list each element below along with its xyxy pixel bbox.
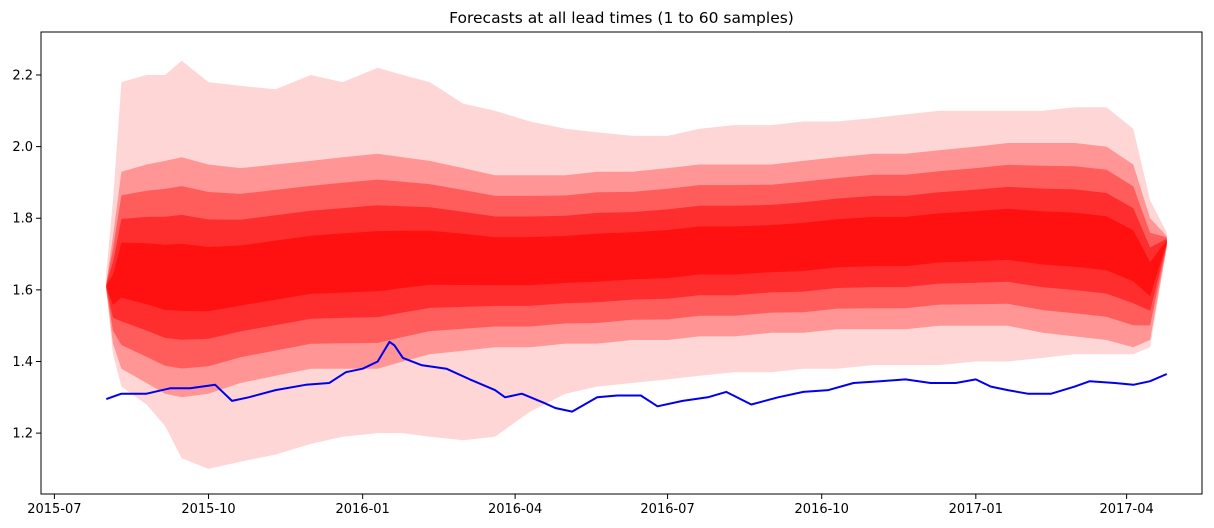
observed-series-layer <box>105 340 1168 413</box>
chart-title: Forecasts at all lead times (1 to 60 sam… <box>449 9 794 27</box>
forecast-core-band <box>106 208 1167 312</box>
axes-frame <box>40 31 1203 495</box>
y-tick-label: 2.2 <box>12 68 33 83</box>
y-tick-label: 1.2 <box>12 427 33 442</box>
x-axis: 2015-07 2015-10 2016-01 2016-04 2016-07 2016-… <box>27 494 1154 517</box>
x-tick-label: 2017-01 <box>949 502 1003 517</box>
x-tick-label: 2017-04 <box>1099 502 1153 517</box>
y-tick-label: 1.8 <box>12 212 33 227</box>
x-tick-label: 2015-10 <box>181 502 235 517</box>
y-tick-label: 1.6 <box>12 283 33 298</box>
x-tick-label: 2016-01 <box>335 502 389 517</box>
x-tick-label: 2016-04 <box>488 502 542 517</box>
x-tick-label: 2016-10 <box>795 502 849 517</box>
observed-line <box>105 340 1168 413</box>
y-tick-label: 2.0 <box>12 140 33 155</box>
x-tick-label: 2015-07 <box>27 502 81 517</box>
x-tick-label: 2016-07 <box>640 502 694 517</box>
plot-area <box>105 60 1168 469</box>
forecast-band-layer <box>106 60 1167 469</box>
y-tick-label: 1.4 <box>12 355 33 370</box>
y-axis: 1.2 1.4 1.6 1.8 2.0 2.2 <box>12 68 41 442</box>
